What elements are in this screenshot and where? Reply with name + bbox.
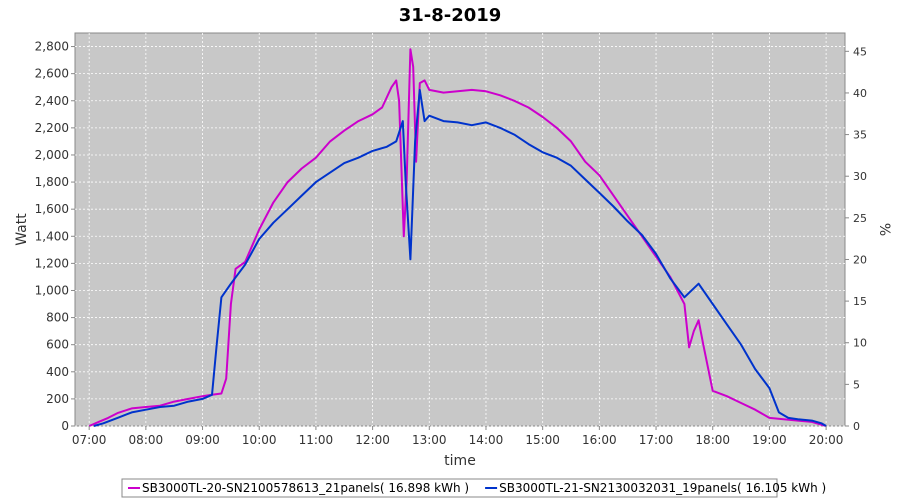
x-tick-label: 12:00 [355,433,390,447]
x-axis-ticks: 07:00 08:00 09:00 10:00 11:00 12:00 13:00 14:00… [72,426,844,447]
series-line-1 [88,48,827,427]
y-tick-label: 2,200 [35,121,69,135]
gridlines [75,33,845,427]
y-tick-label: 1,800 [35,175,69,189]
y-tick-label: 1,400 [35,229,69,243]
x-tick-label: 17:00 [639,433,674,447]
y2-tick-label: 45 [853,45,867,58]
y-tick-label: 2,000 [35,148,69,162]
y-tick-label: 0 [61,419,69,433]
chart-title: 31-8-2019 [399,5,502,26]
y2-axis-ticks: 0 5 10 15 20 25 30 35 40 45 [845,45,867,433]
legend: SB3000TL-20-SN2100578613_21panels( 16.89… [121,478,826,498]
plot-area [74,32,846,427]
legend-label-2: SB3000TL-21-SN2130032031_19panels( 16.10… [499,481,826,495]
x-axis-title: time [444,453,476,469]
y2-tick-label: 40 [853,87,867,100]
y2-tick-label: 30 [853,170,867,183]
legend-box [121,478,778,498]
x-tick-label: 18:00 [695,433,730,447]
y2-tick-label: 5 [853,378,860,391]
y2-tick-label: 15 [853,295,867,308]
x-tick-label: 15:00 [525,433,560,447]
y-tick-label: 1,200 [35,256,69,270]
series-layer [88,48,827,427]
x-tick-label: 07:00 [72,433,107,447]
x-tick-label: 14:00 [469,433,504,447]
x-tick-label: 16:00 [582,433,617,447]
y-tick-label: 200 [46,392,69,406]
x-tick-label: 09:00 [185,433,220,447]
y-tick-label: 800 [46,311,69,325]
y2-axis-title: % [876,223,892,236]
y2-tick-label: 25 [853,212,867,225]
y2-tick-label: 20 [853,253,867,266]
legend-label-1: SB3000TL-20-SN2100578613_21panels( 16.89… [142,481,469,495]
y-tick-label: 1,600 [35,202,69,216]
y-tick-label: 2,600 [35,67,69,81]
series-line-2 [93,88,827,427]
x-tick-label: 13:00 [412,433,447,447]
x-tick-label: 20:00 [809,433,844,447]
x-tick-label: 08:00 [129,433,164,447]
y2-tick-label: 35 [853,129,867,142]
x-tick-label: 10:00 [242,433,277,447]
y2-tick-label: 10 [853,337,867,350]
y-tick-label: 600 [46,338,69,352]
y-axis-title: Watt [14,213,30,246]
y-tick-label: 400 [46,365,69,379]
y-axis-ticks: 0 200 400 600 800 1,000 1,200 1,400 1,600 1,800 2,… [35,40,75,433]
x-tick-label: 11:00 [299,433,334,447]
y-tick-label: 1,000 [35,283,69,297]
y-tick-label: 2,800 [35,40,69,54]
y2-tick-label: 0 [853,420,860,433]
y-tick-label: 2,400 [35,94,69,108]
x-tick-label: 19:00 [752,433,787,447]
